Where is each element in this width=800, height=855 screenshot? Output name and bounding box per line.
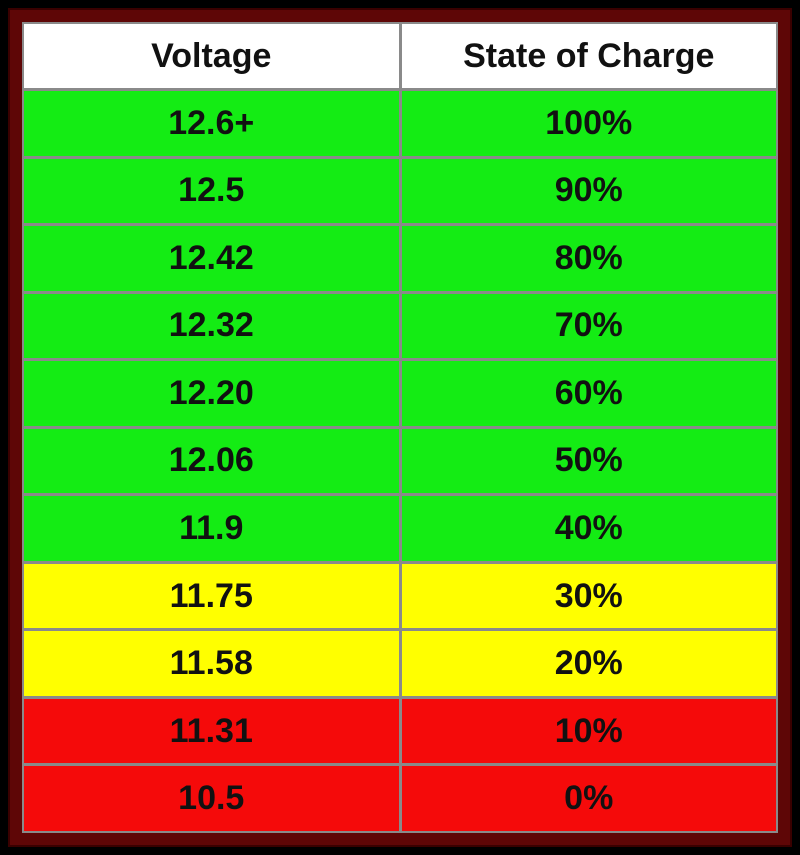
table-frame: Voltage State of Charge 12.6+ 100% 12.5 90%… bbox=[8, 8, 792, 847]
voltage-cell: 12.20 bbox=[24, 361, 399, 426]
voltage-cell: 12.32 bbox=[24, 293, 399, 359]
charge-cell: 60% bbox=[401, 361, 776, 426]
voltage-cell: 12.5 bbox=[24, 158, 399, 224]
voltage-cell: 10.5 bbox=[24, 766, 399, 831]
column-header: State of Charge bbox=[401, 24, 776, 88]
charge-cell: 30% bbox=[401, 563, 776, 629]
voltage-cell: 11.58 bbox=[24, 631, 399, 696]
voltage-cell: 12.42 bbox=[24, 226, 399, 291]
charge-cell: 90% bbox=[401, 158, 776, 224]
charge-cell: 100% bbox=[401, 91, 776, 156]
charge-cell: 40% bbox=[401, 496, 776, 561]
charge-cell: 0% bbox=[401, 766, 776, 831]
voltage-cell: 11.31 bbox=[24, 698, 399, 764]
charge-cell: 50% bbox=[401, 428, 776, 494]
charge-cell: 70% bbox=[401, 293, 776, 359]
voltage-cell: 11.75 bbox=[24, 563, 399, 629]
voltage-cell: 12.06 bbox=[24, 428, 399, 494]
column-header: Voltage bbox=[24, 24, 399, 88]
voltage-cell: 11.9 bbox=[24, 496, 399, 561]
charge-cell: 80% bbox=[401, 226, 776, 291]
charge-cell: 10% bbox=[401, 698, 776, 764]
charge-cell: 20% bbox=[401, 631, 776, 696]
table: Voltage State of Charge 12.6+ 100% 12.5 90%… bbox=[22, 22, 778, 833]
voltage-cell: 12.6+ bbox=[24, 91, 399, 156]
